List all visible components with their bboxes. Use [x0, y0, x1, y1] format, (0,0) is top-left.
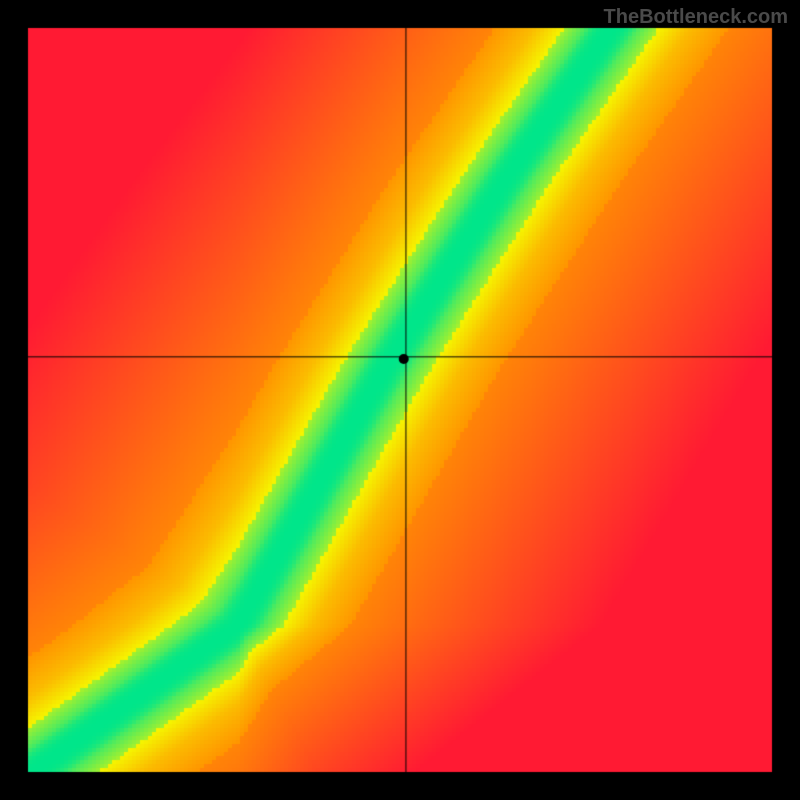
watermark-text: TheBottleneck.com — [604, 6, 788, 29]
chart-container: TheBottleneck.com — [0, 0, 800, 800]
bottleneck-heatmap — [0, 0, 800, 800]
